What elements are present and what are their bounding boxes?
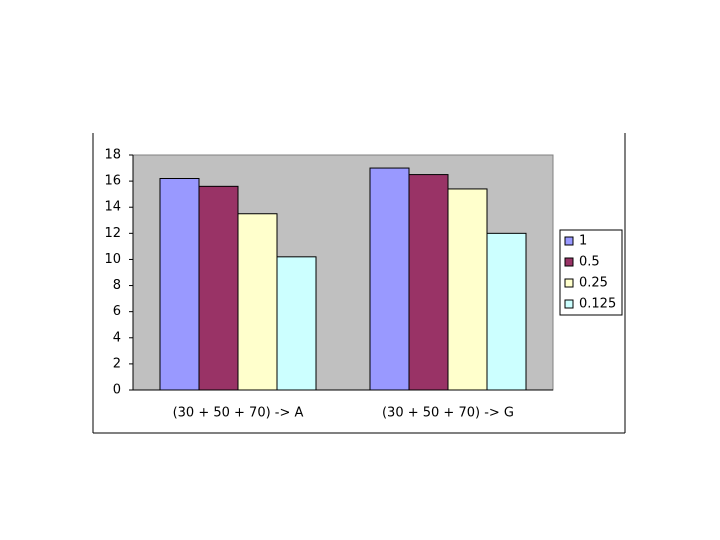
- bar: [276, 256, 317, 391]
- bar: [447, 188, 488, 391]
- bar: [486, 232, 527, 391]
- x-tick-label: (30 + 50 + 70) -> A: [173, 406, 304, 421]
- legend-swatch: [564, 299, 574, 309]
- y-tick-label: 2: [113, 356, 121, 371]
- y-tick-label: 18: [104, 148, 121, 163]
- legend-swatch: [564, 257, 574, 267]
- legend-label: 1: [579, 234, 587, 249]
- y-tick-label: 14: [104, 200, 121, 215]
- y-tick-label: 0: [113, 383, 121, 398]
- y-tick-label: 10: [104, 252, 121, 267]
- bar: [408, 174, 449, 391]
- legend-label: 0.125: [579, 297, 616, 312]
- bar: [159, 178, 200, 391]
- y-tick-label: 4: [113, 330, 121, 345]
- y-tick-label: 16: [104, 174, 121, 189]
- bar: [369, 167, 410, 391]
- y-tick-label: 6: [113, 304, 121, 319]
- legend-label: 0.5: [579, 255, 600, 270]
- y-tick-label: 8: [113, 278, 121, 293]
- x-tick-label: (30 + 50 + 70) -> G: [382, 406, 514, 421]
- y-tick-label: 12: [104, 226, 121, 241]
- bar: [198, 185, 239, 391]
- bar: [237, 213, 278, 391]
- legend-label: 0.25: [579, 276, 608, 291]
- legend-swatch: [564, 236, 574, 246]
- legend-swatch: [564, 278, 574, 288]
